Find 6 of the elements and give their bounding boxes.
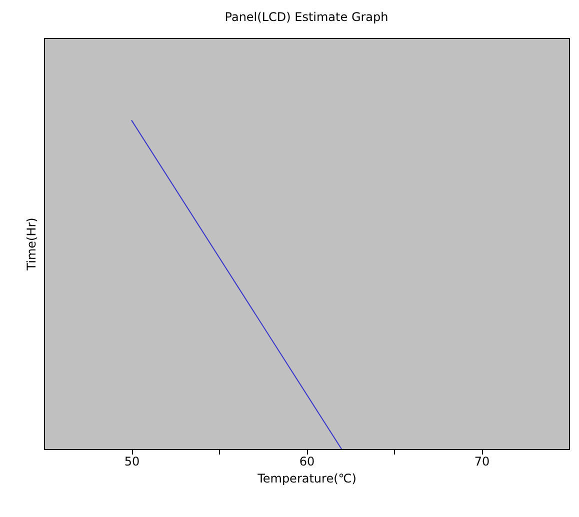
x-tick-label: 50	[124, 454, 140, 468]
x-tick-label: 60	[299, 454, 315, 468]
y-axis-title: Time(Hr)	[24, 218, 38, 272]
chart-title: Panel(LCD) Estimate Graph	[224, 10, 388, 24]
x-tick-label: 70	[474, 454, 490, 468]
x-axis-title: Temperature(℃)	[256, 472, 356, 486]
